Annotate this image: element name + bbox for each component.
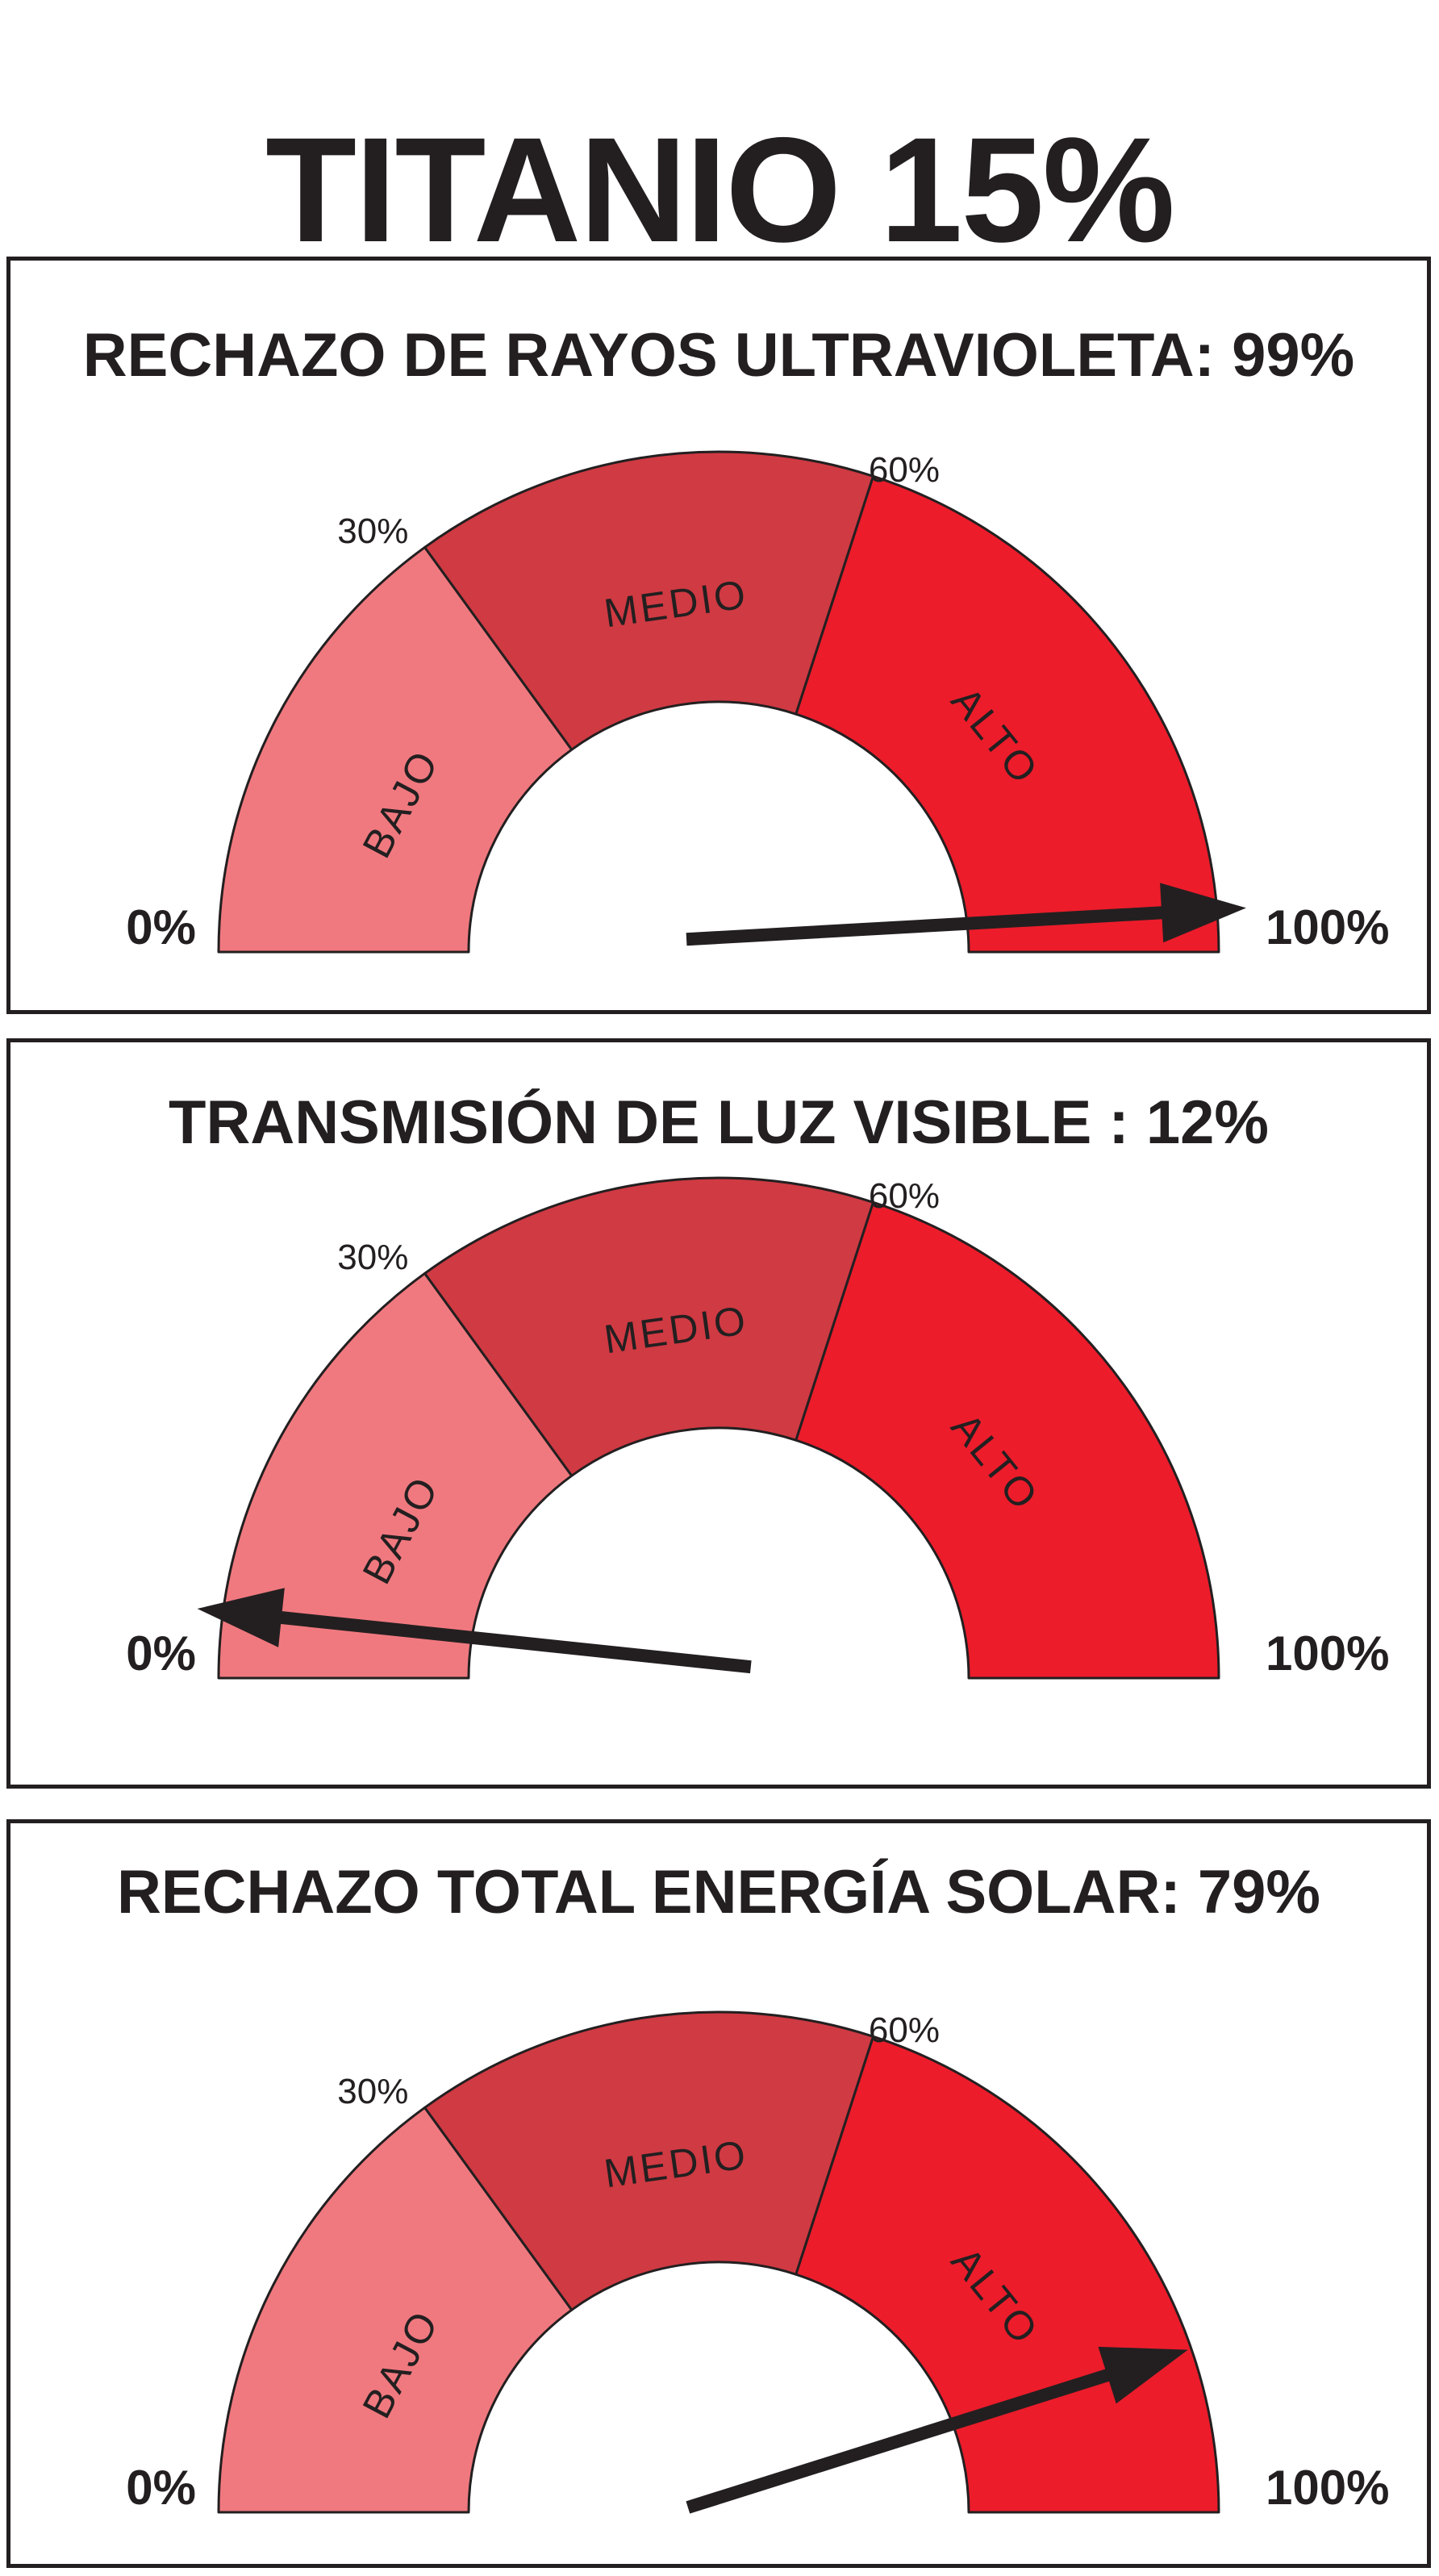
scale-max-label: 100% [1266, 1626, 1389, 1680]
gauge-panel-energia-solar: RECHAZO TOTAL ENERGÍA SOLAR: 79% BAJO MED… [6, 1819, 1431, 2568]
scale-min-label: 0% [126, 2461, 196, 2515]
gauge-needle-arrowhead [197, 1588, 285, 1647]
gauge-needle-arrowhead [1160, 883, 1246, 943]
panel-uv-title: RECHAZO DE RAYOS ULTRAVIOLETA: 99% [82, 321, 1355, 390]
gauge-band-medio [423, 1176, 875, 1477]
gauge-band-medio [423, 2010, 875, 2311]
gauge-panel-uv: RECHAZO DE RAYOS ULTRAVIOLETA: 99% BAJO M… [6, 257, 1431, 1014]
gauge-band-alto [795, 474, 1220, 954]
tick-label-30: 30% [337, 2072, 408, 2111]
page-title: TITANIO 15% [265, 106, 1175, 273]
gauge-needle [274, 1610, 752, 1674]
panel-luz-visible-title: TRANSMISIÓN DE LUZ VISIBLE : 12% [169, 1088, 1269, 1157]
gauge-needle [686, 905, 1169, 946]
gauge-needle [686, 2367, 1116, 2514]
tick-label-60: 60% [869, 450, 940, 490]
panel-energia-solar-title: RECHAZO TOTAL ENERGÍA SOLAR: 79% [117, 1858, 1320, 1927]
scale-max-label: 100% [1266, 2461, 1389, 2515]
scale-max-label: 100% [1266, 900, 1389, 954]
gauge-band-medio [423, 450, 875, 751]
gauge-band-bajo [217, 545, 574, 954]
tick-label-30: 30% [337, 1238, 408, 1277]
gauge-panel-luz-visible: TRANSMISIÓN DE LUZ VISIBLE : 12% BAJO MED… [6, 1038, 1431, 1789]
gauge-band-bajo [217, 2106, 574, 2514]
gauge-band-alto [795, 1200, 1220, 1680]
gauge-band-bajo [217, 1271, 574, 1680]
scale-min-label: 0% [126, 1626, 196, 1680]
scale-min-label: 0% [126, 900, 196, 954]
tick-label-60: 60% [869, 1176, 940, 1216]
tick-label-60: 60% [869, 2010, 940, 2050]
tick-label-30: 30% [337, 511, 408, 551]
gauge-needle-arrowhead [1098, 2346, 1188, 2404]
